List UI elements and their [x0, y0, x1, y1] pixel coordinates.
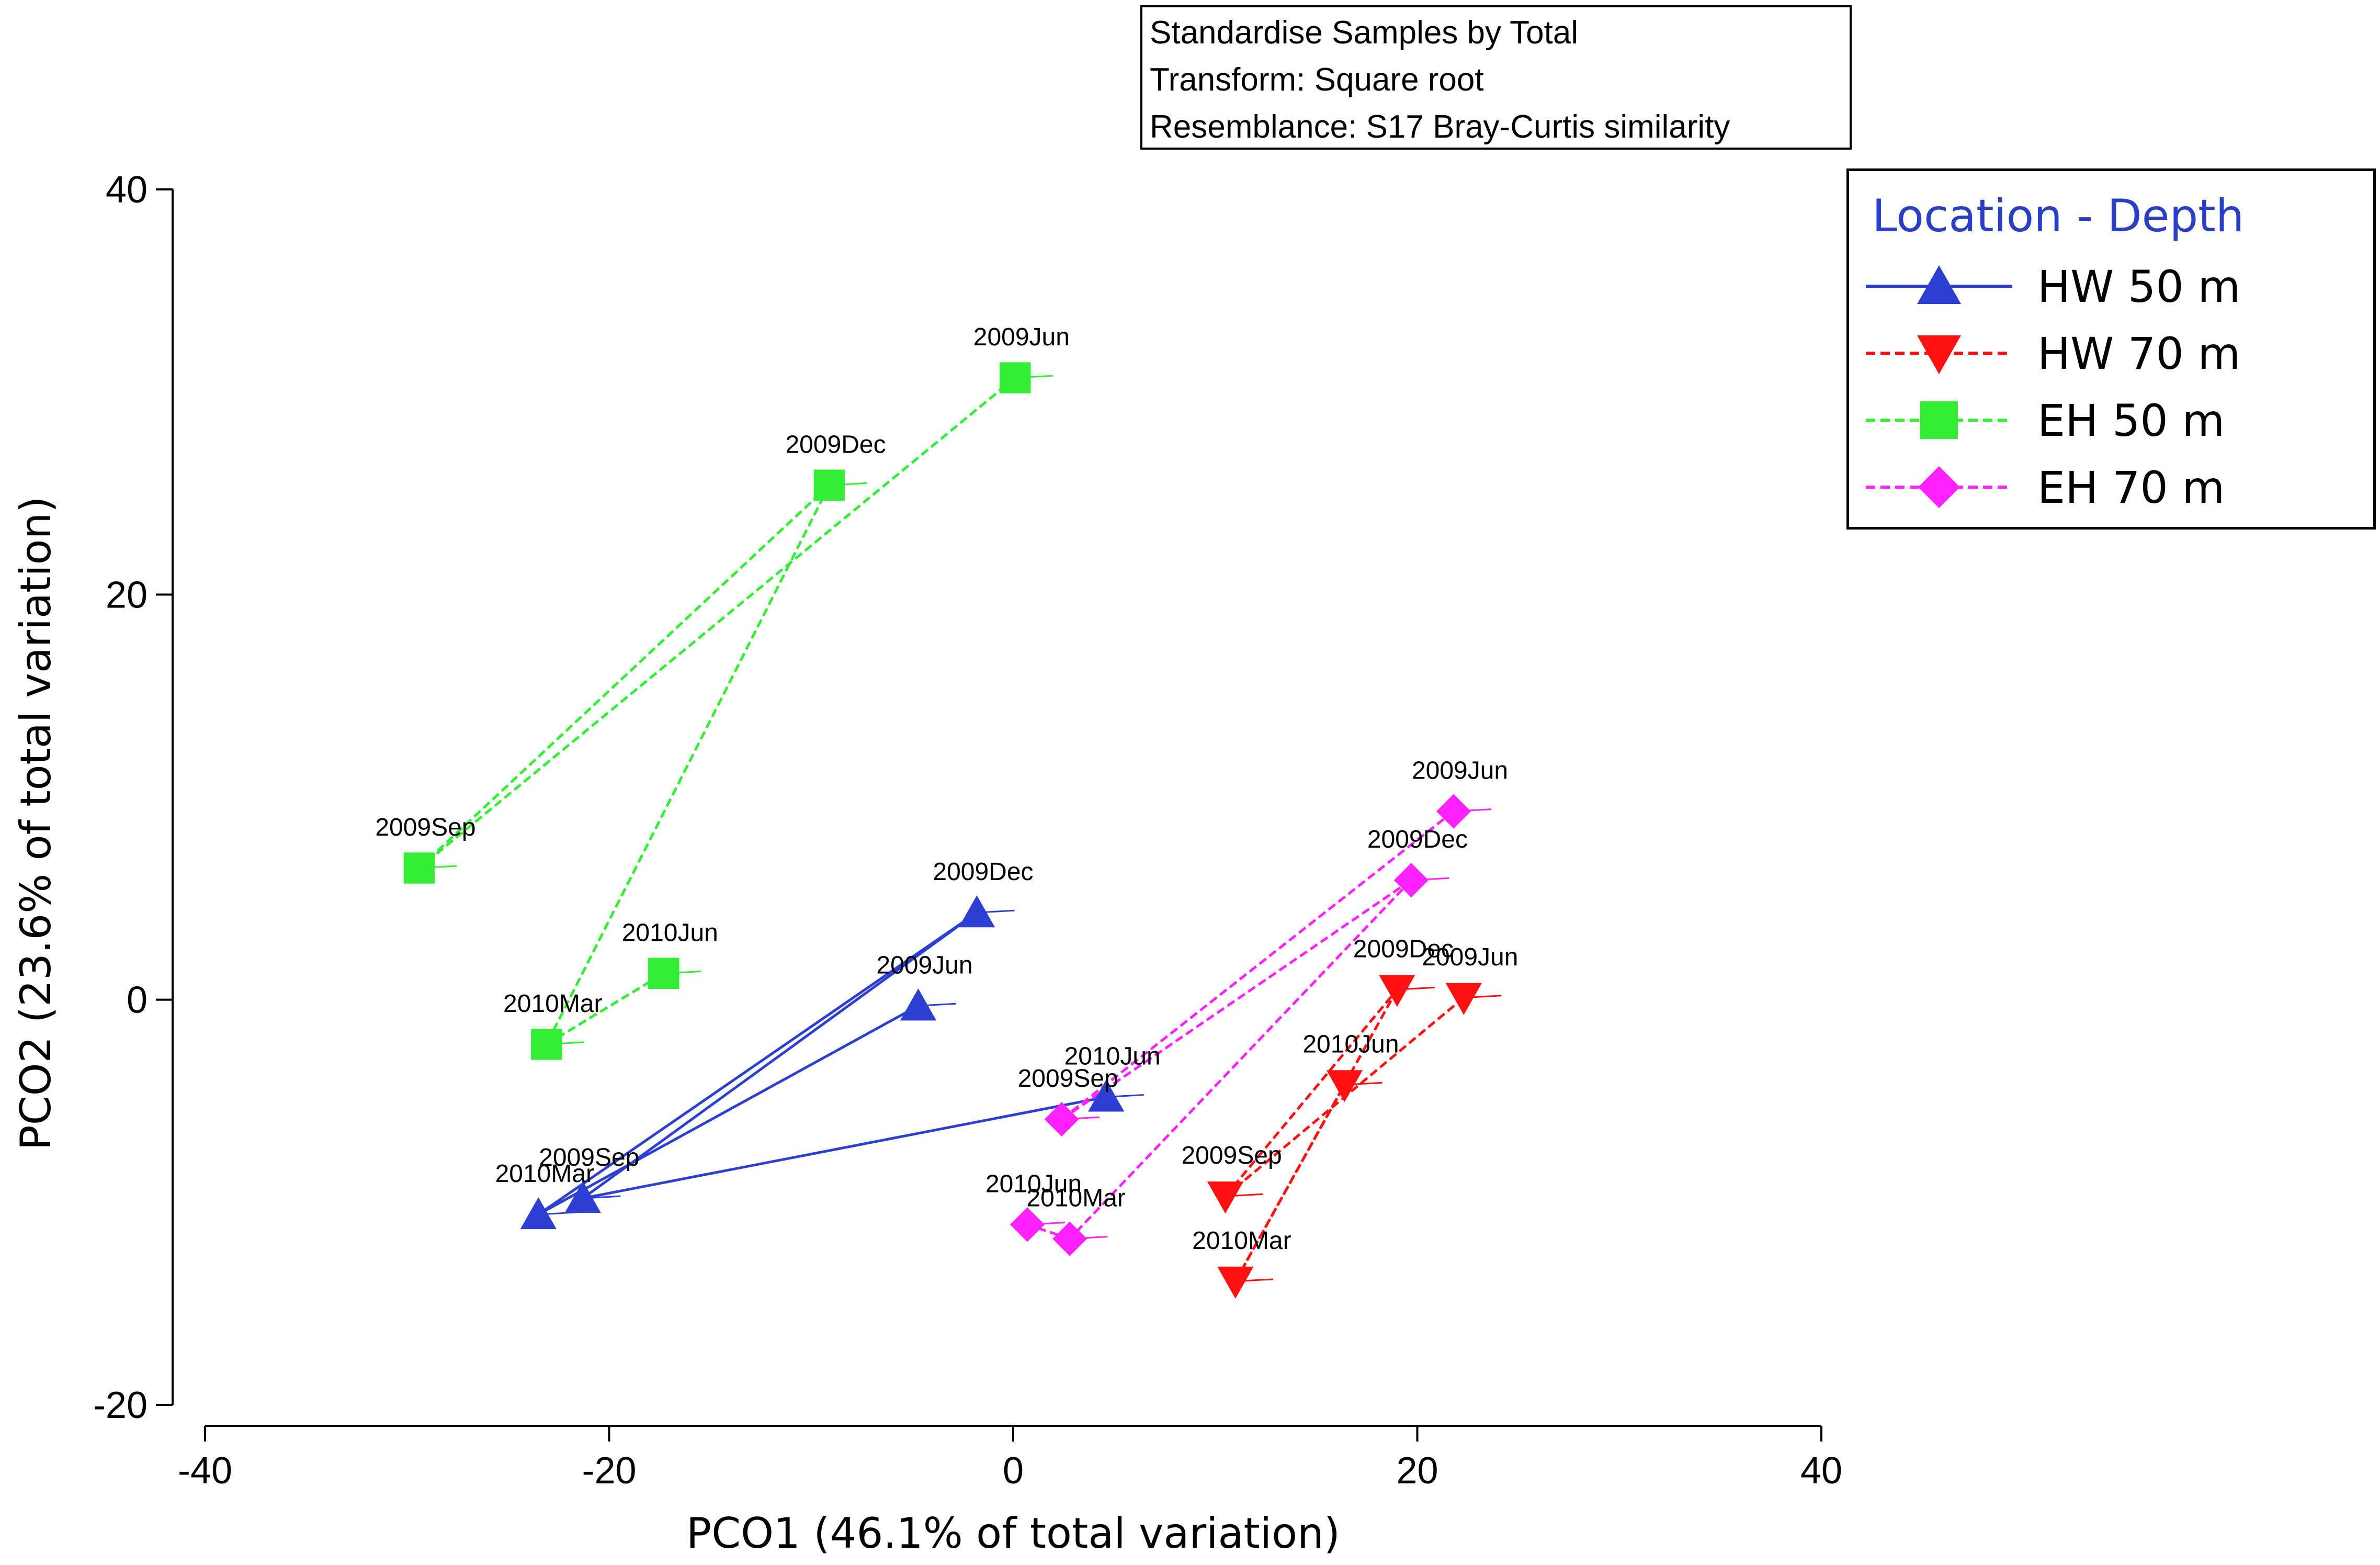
x-axis-title: PCO1 (46.1% of total variation) — [686, 1509, 1340, 1558]
legend-sample-eh-50 — [1866, 401, 2012, 439]
marker-eh-70-m-2010jun — [1010, 1207, 1045, 1242]
legend-label-hw-50: HW 50 m — [2037, 261, 2241, 312]
series-segment-eh-70-m — [1061, 879, 1412, 1121]
x-tick-label: 0 — [1003, 1450, 1024, 1492]
point-label-hw-70-m-2010jun: 2010Jun — [1302, 1030, 1399, 1058]
marker-hw-70-m-2009dec — [1379, 975, 1415, 1007]
marker-hw-50-m-2010mar — [520, 1197, 557, 1230]
y-tick-label: 0 — [127, 979, 148, 1021]
info-transform: Transform: Square root — [1150, 62, 1484, 98]
legend: Location - Depth HW 50 m HW 70 m EH 50 m… — [1846, 168, 2376, 530]
legend-marker-hw-50-m — [1917, 265, 1961, 304]
info-standardise: Standardise Samples by Total — [1150, 15, 1579, 51]
legend-label-hw-70: HW 70 m — [2037, 328, 2241, 379]
marker-eh-70-m-2009dec — [1393, 863, 1429, 898]
point-label-eh-70-m-2009sep: 2009Sep — [1018, 1065, 1118, 1093]
marker-eh-70-m-2009sep — [1044, 1102, 1079, 1137]
series-segment-hw-50-m — [582, 911, 978, 1200]
point-label-hw-50-m-2010jun: 2010Jun — [1064, 1043, 1161, 1071]
legend-sample-eh-70 — [1866, 466, 2012, 508]
marker-hw-50-m-2010jun — [1088, 1079, 1125, 1112]
y-axis-title: PCO2 (23.6% of total variation) — [12, 496, 60, 1150]
legend-title: Location - Depth — [1872, 190, 2245, 242]
legend-marker-hw-70-m — [1917, 335, 1961, 374]
point-label-hw-70-m-2009sep: 2009Sep — [1181, 1142, 1282, 1169]
series-segment-eh-50-m — [546, 972, 665, 1045]
point-label-hw-50-m-2010mar: 2010Mar — [495, 1160, 594, 1188]
y-tick-label: 40 — [106, 169, 148, 211]
point-label-hw-70-m-2009jun: 2009Jun — [1422, 943, 1518, 971]
point-label-hw-70-m-2010mar: 2010Mar — [1192, 1227, 1291, 1255]
legend-sample-hw-50 — [1866, 265, 2012, 304]
point-label-hw-70-m-2009dec: 2009Dec — [1353, 935, 1454, 963]
marker-eh-50-m-2010mar — [531, 1029, 562, 1060]
marker-eh-70-m-2009jun — [1436, 794, 1471, 829]
x-tick-label: 20 — [1396, 1450, 1438, 1492]
legend-marker-eh-70-m — [1918, 466, 1960, 508]
marker-hw-50-m-2009sep — [564, 1181, 601, 1213]
series-segment-hw-50-m — [537, 911, 978, 1216]
legend-marker-eh-50-m — [1920, 401, 1958, 439]
series-segment-eh-70-m — [1069, 879, 1412, 1240]
series-segment-eh-50-m — [545, 485, 831, 1045]
marker-hw-70-m-2010mar — [1217, 1266, 1254, 1299]
point-label-eh-50-m-2009sep: 2009Sep — [375, 814, 475, 841]
x-tick-label: -20 — [582, 1450, 636, 1492]
legend-entry-eh-70: EH 70 m — [1862, 456, 2364, 519]
point-label-eh-50-m-2010jun: 2010Jun — [622, 919, 718, 947]
marker-hw-70-m-2010jun — [1326, 1070, 1363, 1102]
y-tick-label: -20 — [93, 1384, 148, 1426]
point-label-eh-70-m-2010mar: 2010Mar — [1026, 1185, 1125, 1212]
point-label-hw-50-m-2009dec: 2009Dec — [933, 858, 1033, 886]
marker-hw-50-m-2009jun — [900, 988, 937, 1021]
legend-label-eh-50: EH 50 m — [2037, 395, 2225, 446]
marker-eh-50-m-2009dec — [813, 469, 845, 501]
series-segment-hw-50-m — [538, 1005, 919, 1216]
point-label-hw-50-m-2009sep: 2009Sep — [539, 1144, 639, 1172]
series-segment-eh-70-m — [1061, 810, 1455, 1121]
series-segment-eh-50-m — [418, 484, 831, 869]
legend-entry-eh-50: EH 50 m — [1862, 389, 2364, 452]
x-tick-label: 40 — [1800, 1450, 1842, 1492]
point-label-eh-70-m-2010jun: 2010Jun — [985, 1170, 1082, 1198]
y-tick-label: 20 — [106, 574, 148, 616]
marker-eh-70-m-2010mar — [1052, 1221, 1087, 1256]
series-segment-hw-70-m — [1224, 988, 1398, 1197]
point-label-hw-50-m-2009jun: 2009Jun — [876, 951, 972, 979]
point-label-eh-70-m-2009dec: 2009Dec — [1367, 826, 1468, 853]
series-segment-eh-50-m — [418, 377, 1016, 869]
marker-hw-50-m-2009dec — [958, 895, 995, 928]
marker-hw-70-m-2009jun — [1445, 983, 1482, 1015]
point-label-eh-50-m-2010mar: 2010Mar — [503, 990, 602, 1018]
marker-eh-50-m-2009jun — [1000, 362, 1031, 393]
legend-label-eh-70: EH 70 m — [2037, 462, 2225, 513]
point-label-eh-50-m-2009jun: 2009Jun — [973, 323, 1070, 351]
point-label-eh-50-m-2009dec: 2009Dec — [785, 431, 886, 458]
analysis-info-box: Standardise Samples by Total Transform: … — [1140, 5, 1852, 150]
x-tick-label: -40 — [178, 1450, 232, 1492]
marker-hw-70-m-2009sep — [1207, 1181, 1244, 1214]
series-segment-hw-50-m — [582, 1096, 1107, 1200]
marker-eh-50-m-2009sep — [403, 852, 435, 884]
legend-sample-hw-70 — [1866, 335, 2012, 374]
legend-entry-hw-70: HW 70 m — [1862, 322, 2364, 385]
point-label-eh-70-m-2009jun: 2009Jun — [1412, 757, 1508, 785]
info-resemblance: Resemblance: S17 Bray-Curtis similarity — [1150, 109, 1730, 145]
marker-eh-50-m-2010jun — [648, 958, 679, 989]
legend-entry-hw-50: HW 50 m — [1862, 255, 2364, 318]
